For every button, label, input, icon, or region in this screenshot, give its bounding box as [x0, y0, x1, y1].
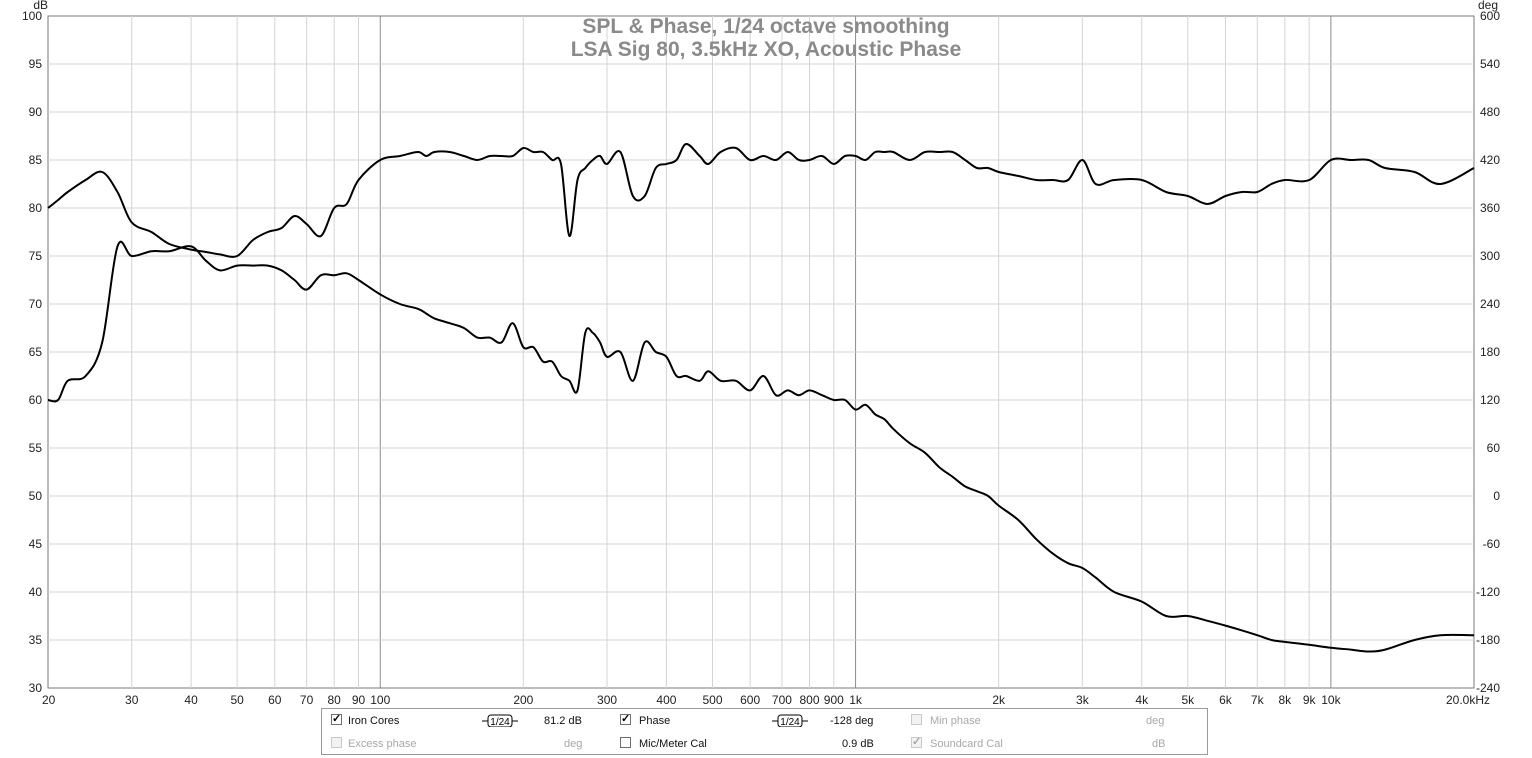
x-tick-label: 9k	[1303, 693, 1317, 706]
right-y-tick-label: 600	[1480, 9, 1500, 23]
left-y-tick-label: 55	[29, 441, 43, 455]
x-tick-label: 500	[702, 693, 722, 706]
x-tick-label: 6k	[1219, 693, 1233, 706]
soundcard-cal-unit: dB	[1152, 738, 1166, 750]
x-tick-label: 4k	[1135, 693, 1149, 706]
right-axis-unit: deg	[1478, 0, 1498, 12]
min-phase-label[interactable]: Min phase	[930, 715, 981, 727]
phase-label[interactable]: Phase	[639, 715, 671, 727]
right-y-tick-label: -240	[1476, 681, 1500, 695]
right-y-tick-label: -180	[1476, 633, 1500, 647]
left-y-tick-label: 65	[29, 345, 43, 359]
left-y-tick-label: 60	[29, 393, 43, 407]
mic-meter-cal-checkbox[interactable]	[620, 737, 631, 748]
right-y-tick-label: -120	[1476, 585, 1500, 599]
left-y-tick-label: 90	[29, 105, 43, 119]
x-tick-label: 40	[184, 693, 198, 706]
x-tick-label: 60	[268, 693, 282, 706]
left-y-tick-label: 35	[29, 633, 43, 647]
iron-cores-smoothing-icon[interactable]: 1/24	[482, 713, 518, 727]
legend-panel: ✓ Iron Cores 1/24 81.2 dB ✓ Phase 1/24 -…	[321, 708, 1208, 755]
x-tick-label: 50	[230, 693, 244, 706]
min-phase-checkbox[interactable]	[911, 714, 922, 725]
left-axis-unit: dB	[33, 0, 48, 12]
right-y-tick-label: 180	[1480, 345, 1500, 359]
x-tick-label: 2k	[992, 693, 1006, 706]
x-tick-label: 3k	[1076, 693, 1090, 706]
excess-phase-label[interactable]: Excess phase	[348, 738, 417, 750]
right-y-tick-label: 60	[1487, 441, 1501, 455]
x-tick-label: 7k	[1251, 693, 1265, 706]
phase-smoothing-icon[interactable]: 1/24	[772, 713, 808, 727]
right-y-tick-label: 300	[1480, 249, 1500, 263]
iron-cores-smoothing-label: 1/24	[490, 717, 510, 727]
left-y-tick-label: 95	[29, 57, 43, 71]
x-tick-label: 800	[799, 693, 819, 706]
series-line-iron-cores	[47, 240, 1475, 653]
left-y-tick-label: 85	[29, 153, 43, 167]
left-y-tick-label: 80	[29, 201, 43, 215]
mic-meter-cal-value: 0.9 dB	[842, 738, 874, 750]
right-y-tick-label: -60	[1483, 537, 1501, 551]
phase-value: -128 deg	[830, 715, 874, 727]
left-y-tick-label: 50	[29, 489, 43, 503]
chart-title: SPL & Phase, 1/24 octave smoothing	[582, 15, 949, 38]
x-tick-label: 20	[42, 693, 56, 706]
series-lines	[47, 143, 1475, 653]
x-tick-labels: 20 30 40 50 60 70 80 90 100 200 300 400 500 600 700 800…	[42, 693, 1490, 706]
phase-checkbox[interactable]: ✓	[620, 713, 631, 725]
right-y-tick-label: 480	[1480, 105, 1500, 119]
right-y-tick-label: 0	[1493, 489, 1500, 503]
soundcard-cal-checkbox[interactable]: ✓	[911, 736, 922, 748]
iron-cores-value: 81.2 dB	[544, 715, 582, 727]
left-y-tick-labels: 30 35 40 45 50 55 60 65 70 75 80 85 90 95 100	[22, 9, 42, 695]
x-tick-label: 700	[772, 693, 792, 706]
x-tick-label: 600	[740, 693, 760, 706]
x-tick-label: 1k	[849, 693, 863, 706]
x-tick-label: 70	[300, 693, 314, 706]
phase-smoothing-label: 1/24	[780, 717, 800, 727]
left-y-tick-label: 45	[29, 537, 43, 551]
left-y-tick-label: 40	[29, 585, 43, 599]
x-tick-label: 30	[125, 693, 139, 706]
left-y-tick-label: 100	[22, 9, 42, 23]
right-y-tick-label: 120	[1480, 393, 1500, 407]
left-y-tick-label: 75	[29, 249, 43, 263]
chart-subtitle: LSA Sig 80, 3.5kHz XO, Acoustic Phase	[571, 38, 962, 61]
x-tick-label: 900	[824, 693, 844, 706]
right-y-tick-label: 360	[1480, 201, 1500, 215]
right-y-tick-label: 420	[1480, 153, 1500, 167]
x-tick-label: 10k	[1321, 693, 1341, 706]
left-y-tick-label: 30	[29, 681, 43, 695]
x-tick-label: 300	[597, 693, 617, 706]
excess-phase-unit: deg	[564, 738, 583, 750]
x-tick-label: 20.0kHz	[1446, 693, 1490, 706]
x-tick-label: 5k	[1181, 693, 1195, 706]
excess-phase-checkbox[interactable]	[331, 737, 342, 748]
x-tick-label: 100	[370, 693, 390, 706]
iron-cores-label[interactable]: Iron Cores	[348, 715, 400, 727]
mic-meter-cal-label[interactable]: Mic/Meter Cal	[639, 738, 707, 750]
y-gridlines	[48, 63, 1474, 641]
x-tick-label: 90	[352, 693, 366, 706]
right-y-tick-labels: -240 -180 -120 -60 0 60 120 180 240 300 360 420 480 5…	[1476, 9, 1500, 695]
x-tick-label: 8k	[1279, 693, 1293, 706]
spl-phase-chart: 20 30 40 50 60 70 80 90 100 200 300 400 500 600 700 800…	[22, 0, 1500, 706]
iron-cores-checkbox[interactable]: ✓	[331, 713, 342, 725]
right-y-tick-label: 540	[1480, 57, 1500, 71]
series-line-phase	[47, 143, 1475, 258]
x-tick-label: 80	[327, 693, 341, 706]
x-tick-label: 400	[656, 693, 676, 706]
min-phase-unit: deg	[1146, 715, 1165, 727]
left-y-tick-label: 70	[29, 297, 43, 311]
soundcard-cal-label[interactable]: Soundcard Cal	[930, 738, 1003, 750]
right-y-tick-label: 240	[1480, 297, 1500, 311]
x-tick-label: 200	[513, 693, 533, 706]
